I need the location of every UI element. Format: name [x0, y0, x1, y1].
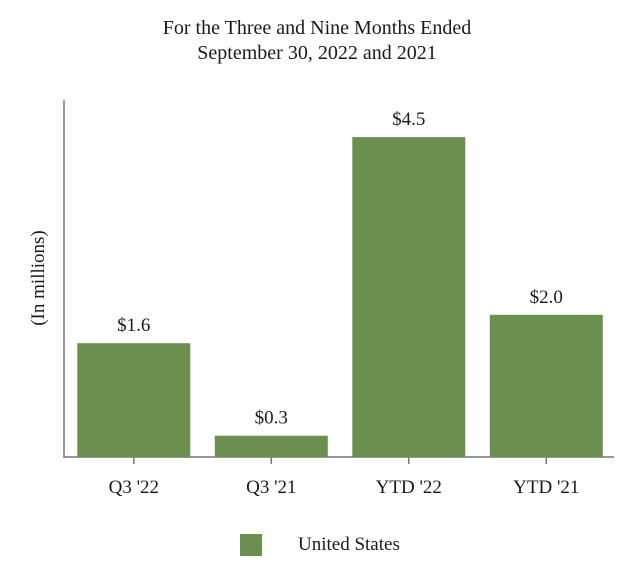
data-label-ytd-21: $2.0: [530, 287, 563, 308]
x-tick-label-ytd-22: YTD '22: [376, 477, 442, 498]
chart-title-line-1: For the Three and Nine Months Ended: [162, 17, 472, 39]
chart-title-line-2: September 30, 2022 and 2021: [197, 42, 437, 64]
bar-q3-22: [77, 343, 191, 457]
legend: United States: [240, 533, 400, 557]
bar-ytd-21: [489, 314, 603, 457]
data-label-q3-21: $0.3: [255, 408, 288, 429]
legend-label-united-states: United States: [298, 534, 400, 555]
x-tick-label-ytd-21: YTD '21: [513, 477, 579, 498]
data-label-q3-22: $1.6: [117, 315, 150, 336]
legend-swatch-united-states: [240, 534, 262, 556]
bar-ytd-22: [352, 137, 466, 457]
bar-q3-21: [214, 435, 328, 457]
x-tick-label-q3-22: Q3 '22: [109, 477, 159, 498]
x-tick-label-q3-21: Q3 '21: [246, 477, 296, 498]
chart-title: For the Three and Nine Months Ended Sept…: [0, 16, 634, 66]
y-axis-label: (In millions): [28, 230, 49, 326]
data-label-ytd-22: $4.5: [392, 109, 425, 130]
